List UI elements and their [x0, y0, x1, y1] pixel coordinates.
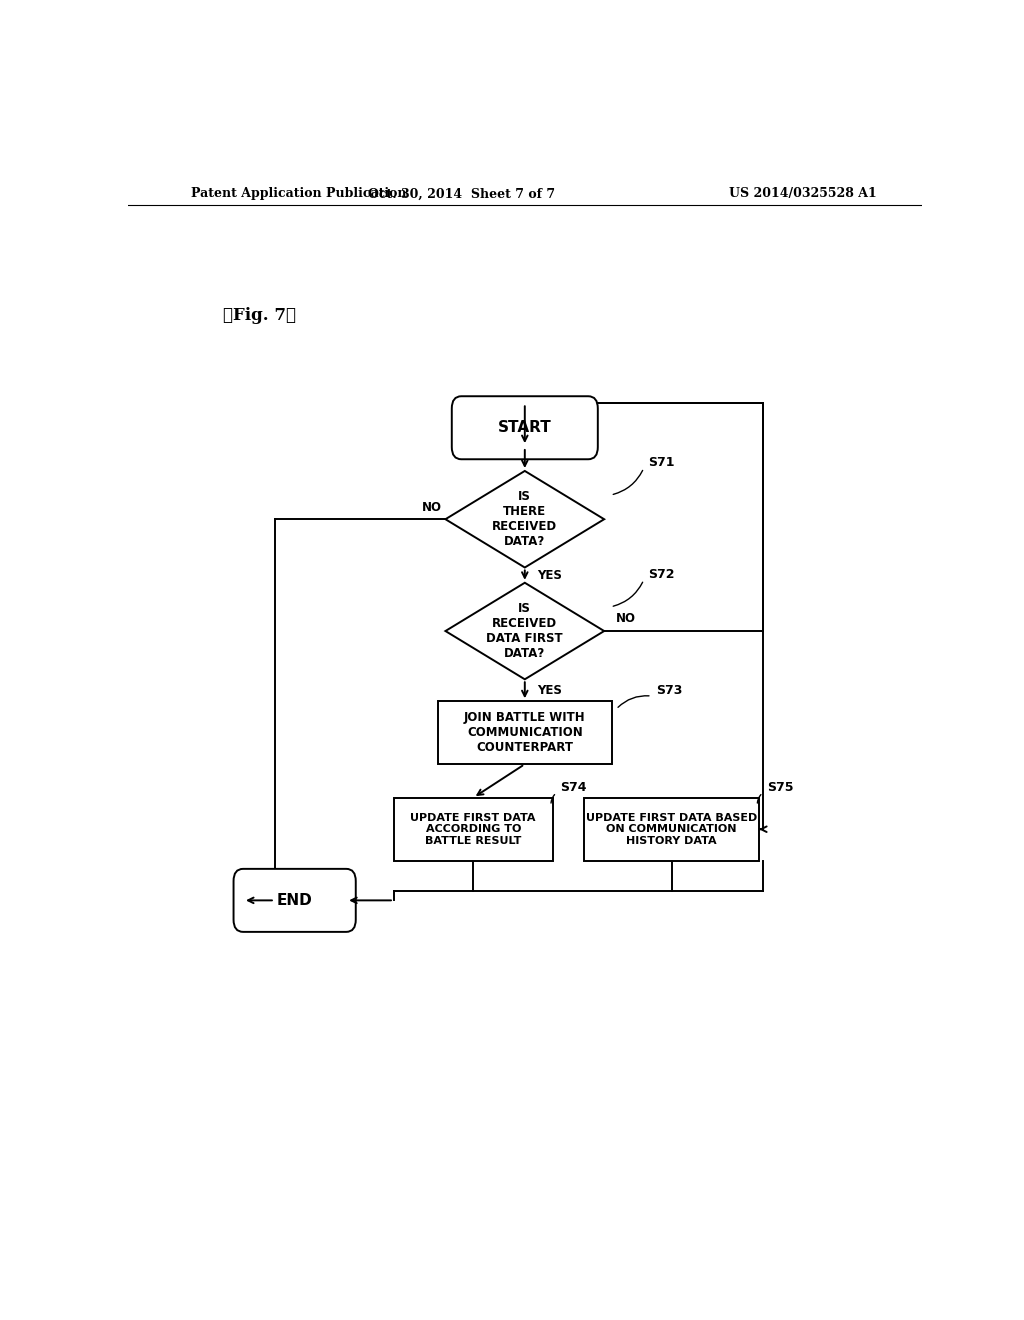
Bar [437, 701, 612, 764]
Text: S73: S73 [655, 685, 682, 697]
Bar [394, 797, 553, 861]
Text: Patent Application Publication: Patent Application Publication [191, 187, 407, 201]
Text: END: END [276, 892, 312, 908]
Text: UPDATE FIRST DATA
ACCORDING TO
BATTLE RESULT: UPDATE FIRST DATA ACCORDING TO BATTLE RE… [411, 813, 536, 846]
Text: S71: S71 [648, 457, 675, 470]
Text: YES: YES [537, 569, 561, 582]
Polygon shape [445, 471, 604, 568]
Text: YES: YES [537, 684, 561, 697]
Text: UPDATE FIRST DATA BASED
ON COMMUNICATION
HISTORY DATA: UPDATE FIRST DATA BASED ON COMMUNICATION… [586, 813, 757, 846]
Text: START: START [498, 420, 552, 436]
Text: US 2014/0325528 A1: US 2014/0325528 A1 [729, 187, 877, 201]
Text: NO: NO [616, 612, 636, 626]
Text: S74: S74 [560, 781, 587, 795]
Text: 【Fig. 7】: 【Fig. 7】 [223, 308, 296, 325]
FancyBboxPatch shape [233, 869, 355, 932]
Text: NO: NO [422, 500, 441, 513]
Text: Oct. 30, 2014  Sheet 7 of 7: Oct. 30, 2014 Sheet 7 of 7 [368, 187, 555, 201]
Polygon shape [445, 582, 604, 680]
Bar [585, 797, 759, 861]
Text: IS
RECEIVED
DATA FIRST
DATA?: IS RECEIVED DATA FIRST DATA? [486, 602, 563, 660]
Text: S75: S75 [767, 781, 794, 795]
Text: IS
THERE
RECEIVED
DATA?: IS THERE RECEIVED DATA? [493, 490, 557, 548]
Text: JOIN BATTLE WITH
COMMUNICATION
COUNTERPART: JOIN BATTLE WITH COMMUNICATION COUNTERPA… [464, 711, 586, 754]
Text: S72: S72 [648, 568, 675, 581]
FancyBboxPatch shape [452, 396, 598, 459]
